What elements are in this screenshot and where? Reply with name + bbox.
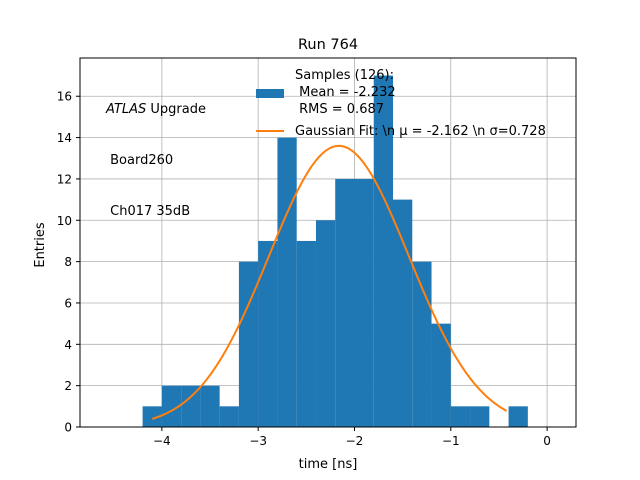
chart-title: Run 764	[298, 37, 358, 53]
histogram-bar	[277, 137, 297, 427]
histogram-bar	[200, 385, 220, 427]
legend-swatch-samples	[256, 89, 284, 98]
y-tick-label: 6	[64, 296, 72, 310]
annotation-line-board: Board260	[106, 153, 174, 168]
histogram-bar	[373, 75, 394, 428]
histogram-bar	[161, 385, 182, 427]
histogram-bar	[142, 406, 162, 427]
y-tick-label: 2	[64, 379, 72, 393]
y-tick-label: 8	[64, 255, 72, 269]
histogram-bar	[508, 406, 528, 427]
y-tick-label: 0	[64, 421, 72, 435]
histogram-bars	[142, 75, 528, 428]
histogram-bar	[450, 406, 471, 427]
x-tick-label: 0	[543, 434, 551, 448]
histogram-bar	[354, 178, 374, 427]
histogram-bar	[296, 240, 316, 427]
histogram-bar	[393, 199, 413, 427]
histogram-bar	[315, 220, 336, 427]
x-tick-label: −1	[442, 434, 460, 448]
fit-curve	[151, 144, 508, 420]
histogram-bar	[412, 261, 432, 427]
y-tick-label: 14	[57, 131, 72, 145]
histogram-bar	[181, 385, 201, 427]
x-tick-label: −2	[346, 434, 364, 448]
y-axis-ticks: 0 2 4 6 8 10 12 14 16	[57, 90, 80, 435]
histogram-bar	[238, 261, 259, 427]
gaussian-fit	[151, 144, 508, 420]
legend-label-samples: Samples (126): Mean = -2.232 RMS = 0.687	[295, 68, 396, 117]
x-axis-label: time [ns]	[299, 457, 358, 472]
y-tick-label: 4	[64, 338, 72, 352]
y-tick-label: 12	[57, 172, 72, 186]
plot-frame	[79, 57, 577, 428]
legend-label-fit: Gaussian Fit: \n μ = -2.162 \n σ=0.728	[295, 124, 546, 139]
histogram-bar	[258, 240, 278, 427]
x-tick-label: −4	[153, 434, 171, 448]
annotation-line-channel: Ch017 35dB	[106, 204, 191, 219]
x-tick-label: −3	[249, 434, 267, 448]
y-axis-label: Entries	[33, 222, 48, 268]
histogram-bar	[431, 323, 451, 427]
y-tick-label: 16	[57, 90, 72, 104]
histogram-bar	[470, 406, 490, 427]
y-tick-label: 10	[57, 214, 72, 228]
annotation-line-atlas: ATLAS Upgrade	[106, 102, 206, 117]
histogram-bar	[335, 178, 355, 427]
x-axis-ticks: −4 −3 −2 −1 0	[153, 427, 551, 448]
histogram-bar	[219, 406, 239, 427]
annotation-text: ATLAS Upgrade Board260 Ch017 35dB	[106, 67, 206, 237]
